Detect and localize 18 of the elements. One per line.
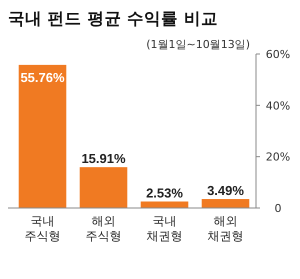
data-label: 2.53% — [146, 186, 184, 201]
y-tick-label: 20% — [266, 150, 290, 164]
bar — [80, 167, 128, 208]
chart-subtitle: (1월1일~10월13일) — [146, 38, 250, 51]
x-tick-label: 해외 채권형 — [208, 214, 244, 243]
x-tick-label: 국내 채권형 — [146, 214, 182, 243]
y-tick-label: 60% — [266, 48, 290, 61]
data-label: 55.76% — [20, 70, 65, 85]
y-tick-label: 40% — [266, 99, 290, 112]
data-label: 3.49% — [207, 183, 244, 198]
chart-title: 국내 펀드 평균 수익률 비교 — [8, 9, 218, 28]
x-tick-label: 국내 주식형 — [24, 214, 60, 243]
bar — [140, 202, 188, 208]
y-tick-label: 0 — [274, 202, 282, 215]
bar — [202, 199, 250, 208]
bar — [18, 64, 66, 208]
data-label: 15.91% — [81, 151, 126, 166]
x-tick-label: 해외 주식형 — [86, 214, 122, 243]
